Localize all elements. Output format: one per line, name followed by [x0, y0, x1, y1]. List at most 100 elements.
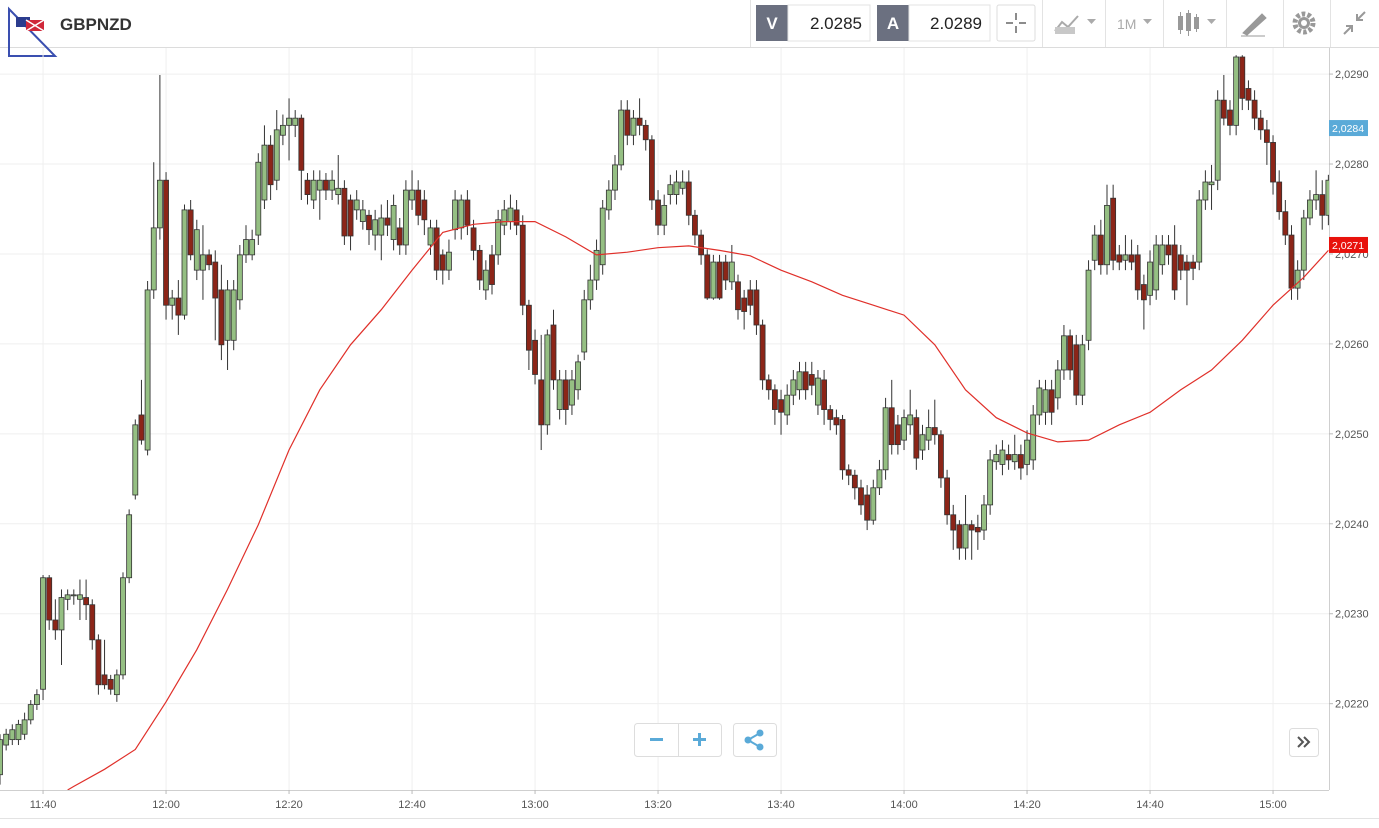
- draw-icon[interactable]: [1241, 13, 1267, 37]
- candle-body: [120, 577, 126, 676]
- candle-body: [9, 729, 16, 741]
- candle-body: [956, 524, 963, 549]
- candle-body: [544, 334, 551, 426]
- candle-body: [1325, 179, 1329, 216]
- candle-body: [427, 227, 434, 246]
- candle-body: [747, 289, 754, 306]
- candle-body: [894, 424, 901, 446]
- candle-body: [495, 219, 502, 256]
- candle-body: [279, 124, 286, 136]
- price-tag: [1329, 236, 1368, 253]
- logo-triangle: [8, 6, 58, 57]
- candle-body: [1128, 254, 1135, 263]
- candle-body: [70, 594, 77, 597]
- candle-body: [452, 199, 458, 231]
- candle-body: [1196, 199, 1203, 263]
- candle-body: [1263, 129, 1270, 143]
- zoom-in[interactable]: [693, 733, 706, 746]
- candle-body: [716, 261, 723, 299]
- scroll-right-button[interactable]: [1289, 728, 1319, 757]
- candle-body: [630, 117, 637, 136]
- candle-body: [1011, 454, 1018, 463]
- candle-body: [1288, 234, 1295, 289]
- candle-body: [1282, 211, 1289, 236]
- candle-body: [839, 419, 846, 471]
- candle-body: [181, 209, 188, 316]
- y-tick-label: 2,0280: [1335, 159, 1369, 171]
- candle-body: [255, 161, 262, 236]
- candle-body: [507, 207, 514, 222]
- candle-body: [550, 324, 557, 381]
- candle-body: [950, 514, 957, 531]
- y-tick-label: 2,0290: [1335, 69, 1369, 81]
- candle-body: [722, 261, 729, 281]
- candle-body: [1017, 454, 1024, 469]
- sell-label[interactable]: V: [766, 14, 778, 33]
- buy-price[interactable]: 2.0289: [930, 14, 982, 33]
- buy-button[interactable]: [877, 5, 909, 41]
- y-tick-label: 2,0250: [1335, 429, 1369, 441]
- candle-body: [901, 417, 907, 441]
- x-tick-label: 12:40: [398, 799, 426, 811]
- candle-body: [661, 204, 668, 226]
- y-tick-label: 2,0260: [1335, 339, 1369, 351]
- candle-body: [40, 577, 46, 690]
- timeframe[interactable]: 1M: [1117, 16, 1136, 32]
- candle-body: [206, 254, 212, 266]
- candle-body: [489, 254, 495, 285]
- candle-style-icon[interactable]: [1178, 10, 1199, 36]
- candle-body: [624, 109, 631, 136]
- chart-type-icon[interactable]: [1054, 15, 1079, 32]
- candle-body: [532, 339, 538, 375]
- candle-body: [556, 379, 563, 410]
- x-tick-label: 11:40: [30, 799, 57, 811]
- candle-body: [107, 678, 114, 690]
- x-tick-label: 15:00: [1259, 799, 1287, 811]
- candle-body: [458, 199, 465, 229]
- collapse-icon[interactable]: [1343, 11, 1366, 35]
- sell-price[interactable]: 2.0285: [810, 14, 862, 33]
- candle-body: [366, 214, 372, 231]
- candle-body: [771, 389, 778, 410]
- candle-body: [470, 227, 477, 251]
- candle-body: [538, 379, 545, 426]
- header: GBPNZD V 2.0285 A 2.0289 1M: [0, 0, 1379, 57]
- candle-body: [851, 474, 858, 489]
- y-tick-label: 2,0240: [1335, 519, 1369, 531]
- sell-price-box[interactable]: [787, 4, 871, 42]
- candle-body: [446, 251, 452, 271]
- candle-body: [409, 189, 415, 201]
- candle-body: [1208, 181, 1215, 186]
- candle-body: [1005, 454, 1012, 461]
- axes: 2,02202,02302,02402,02502,02602,02702,02…: [30, 69, 1369, 811]
- candle-body: [845, 469, 852, 476]
- share-button[interactable]: [733, 723, 777, 757]
- x-tick-label: 12:00: [152, 799, 180, 811]
- x-tick-label: 13:00: [521, 799, 549, 811]
- candle-body: [390, 204, 397, 240]
- candle-body: [821, 379, 827, 410]
- candle-body: [1276, 181, 1283, 213]
- settings-icon[interactable]: [1292, 11, 1316, 35]
- candle-body: [987, 459, 994, 506]
- candle-body: [692, 214, 698, 236]
- candle-body: [735, 281, 741, 311]
- candle-body: [298, 117, 305, 171]
- candle-body: [1054, 369, 1061, 399]
- x-tick-label: 14:40: [1136, 799, 1164, 811]
- candle-body: [402, 189, 409, 246]
- candle-body: [372, 219, 379, 236]
- candle-body: [187, 209, 194, 256]
- buy-price-box[interactable]: [908, 4, 991, 42]
- crosshair-button[interactable]: [996, 4, 1036, 42]
- candle-body: [1104, 204, 1110, 266]
- candle-body: [569, 379, 575, 406]
- candle-body: [21, 719, 28, 735]
- candle-body: [286, 117, 292, 126]
- candle-body: [944, 477, 950, 516]
- candle-body: [138, 414, 145, 441]
- candle-body: [962, 524, 969, 549]
- sell-button[interactable]: [756, 5, 788, 41]
- buy-label[interactable]: A: [887, 14, 899, 33]
- x-tick-label: 13:40: [767, 799, 795, 811]
